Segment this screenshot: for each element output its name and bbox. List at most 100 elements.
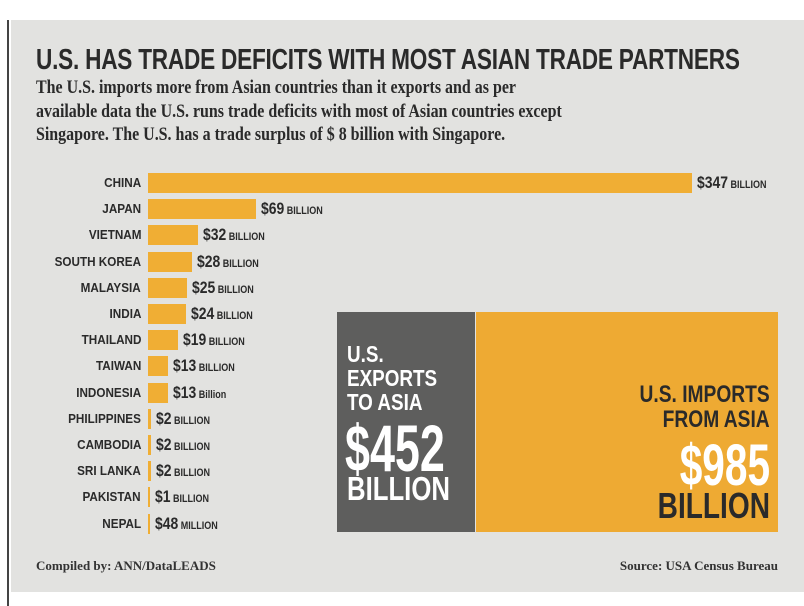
subtitle-line: available data the U.S. runs trade defic… <box>36 100 562 122</box>
value-amount: $25 <box>192 277 216 297</box>
compiled-by: Compiled by: ANN/DataLEADS <box>36 558 216 573</box>
bar-row: CHINA $347 BILLION <box>0 173 804 193</box>
value-amount: $2 <box>156 461 172 481</box>
bar <box>148 277 188 298</box>
imports-label: U.S. IMPORTS FROM ASIA <box>640 382 770 432</box>
category-label: SRI LANKA <box>77 463 141 479</box>
bar-row: NEPAL $48 MILLION <box>0 513 804 534</box>
value-amount: $2 <box>156 408 172 428</box>
value-label: $28 BILLION <box>197 252 259 272</box>
value-label: $24 BILLION <box>191 304 253 324</box>
chart-subtitle: The U.S. imports more from Asian countri… <box>36 76 792 147</box>
category-label: TAIWAN <box>95 358 141 374</box>
bar <box>148 408 152 429</box>
value-unit: Billion <box>199 388 227 401</box>
category-label: SOUTH KOREA <box>54 253 141 269</box>
exports-amount: $452 <box>345 411 445 485</box>
category-label: JAPAN <box>102 201 141 217</box>
bar-row: CAMBODIA $2 BILLION <box>0 435 804 455</box>
value-label: $347 BILLION <box>697 173 767 193</box>
category-label: CHINA <box>103 175 141 190</box>
category-label: CAMBODIA <box>76 437 141 452</box>
value-label: $19 BILLION <box>183 330 245 350</box>
value-unit: BILLION <box>174 414 211 427</box>
value-label: $48 MILLION <box>155 514 218 534</box>
value-label: $13 Billion <box>173 383 226 403</box>
value-amount: $2 <box>156 435 172 454</box>
bar-row: PAKISTAN $1 BILLION <box>0 487 804 508</box>
value-unit: BILLION <box>208 336 245 349</box>
value-amount: $24 <box>190 304 214 323</box>
category-label: VIETNAM <box>88 227 141 243</box>
bar <box>148 304 186 324</box>
bar <box>148 225 199 246</box>
value-amount: $32 <box>203 225 227 245</box>
value-label: $1 BILLION <box>155 487 209 507</box>
imports-label-line: U.S. IMPORTS <box>639 381 770 408</box>
category-label: NEPAL <box>102 515 141 531</box>
bar <box>148 173 692 193</box>
bar-row: MALAYSIA $25 BILLION <box>0 277 804 298</box>
bar <box>148 461 152 482</box>
value-label: $25 BILLION <box>192 278 254 298</box>
category-label: PAKISTAN <box>82 489 141 505</box>
exports-box: U.S. EXPORTS TO ASIA $452 BILLION <box>337 312 475 532</box>
value-amount: $19 <box>182 330 207 350</box>
value-unit: BILLION <box>730 179 767 191</box>
value-unit: BILLION <box>228 231 265 244</box>
chart-title: U.S. HAS TRADE DEFICITS WITH MOST ASIAN … <box>36 44 740 76</box>
value-amount: $13 <box>173 356 197 376</box>
bar <box>148 487 150 508</box>
value-unit: BILLION <box>199 362 236 375</box>
bar-row: VIETNAM $32 BILLION <box>0 225 804 246</box>
value-label: $2 BILLION <box>156 409 210 429</box>
imports-label-line: FROM ASIA <box>662 406 770 433</box>
bar-row: SRI LANKA $2 BILLION <box>0 461 804 482</box>
exports-label-line: EXPORTS <box>347 365 438 391</box>
value-amount: $1 <box>155 487 171 507</box>
bar-row: TAIWAN $13 BILLION <box>0 356 804 377</box>
value-amount: $69 <box>261 199 285 219</box>
value-unit: BILLION <box>174 441 211 453</box>
bar-row: JAPAN $69 BILLION <box>0 199 804 220</box>
subtitle-line: Singapore. The U.S. has a trade surplus … <box>36 124 506 145</box>
bar-row: INDIA $24 BILLION <box>0 304 804 324</box>
exports-label: U.S. EXPORTS TO ASIA <box>347 342 437 414</box>
value-unit: BILLION <box>174 467 211 480</box>
value-label: $32 BILLION <box>203 225 265 245</box>
bar <box>148 435 152 455</box>
category-label: PHILIPPINES <box>68 410 141 426</box>
bar-row: INDONESIA $13 Billion <box>0 382 804 403</box>
bar-row: PHILIPPINES $2 BILLION <box>0 408 804 429</box>
value-unit: BILLION <box>222 257 259 270</box>
value-amount: $28 <box>196 251 221 271</box>
bar-row: SOUTH KOREA $28 BILLION <box>0 251 804 272</box>
category-label: INDIA <box>109 306 141 321</box>
category-label: THAILAND <box>81 332 141 348</box>
source-note: Source: USA Census Bureau <box>619 558 778 573</box>
value-amount: $347 <box>697 173 729 192</box>
left-rule <box>7 20 9 606</box>
value-amount: $13 <box>173 382 197 402</box>
bar <box>148 513 150 534</box>
imports-unit: BILLION <box>657 485 770 526</box>
bar <box>148 356 169 377</box>
value-amount: $48 <box>155 513 179 533</box>
category-label: INDONESIA <box>75 384 141 400</box>
value-unit: BILLION <box>217 283 254 296</box>
value-label: $13 BILLION <box>173 356 235 376</box>
bar <box>148 251 192 272</box>
exports-label-line: TO ASIA <box>347 389 423 415</box>
subtitle-line: The U.S. imports more from Asian countri… <box>36 77 516 98</box>
exports-unit: BILLION <box>347 470 450 507</box>
value-unit: BILLION <box>172 493 210 506</box>
value-label: $2 BILLION <box>156 461 210 481</box>
imports-box: U.S. IMPORTS FROM ASIA $985 BILLION <box>476 312 778 532</box>
bar-row: THAILAND $19 BILLION <box>0 330 804 351</box>
value-label: $69 BILLION <box>261 199 323 219</box>
category-label: MALAYSIA <box>80 279 141 295</box>
exports-label-line: U.S. <box>347 341 384 367</box>
value-unit: BILLION <box>286 205 323 218</box>
value-unit: MILLION <box>180 519 218 532</box>
